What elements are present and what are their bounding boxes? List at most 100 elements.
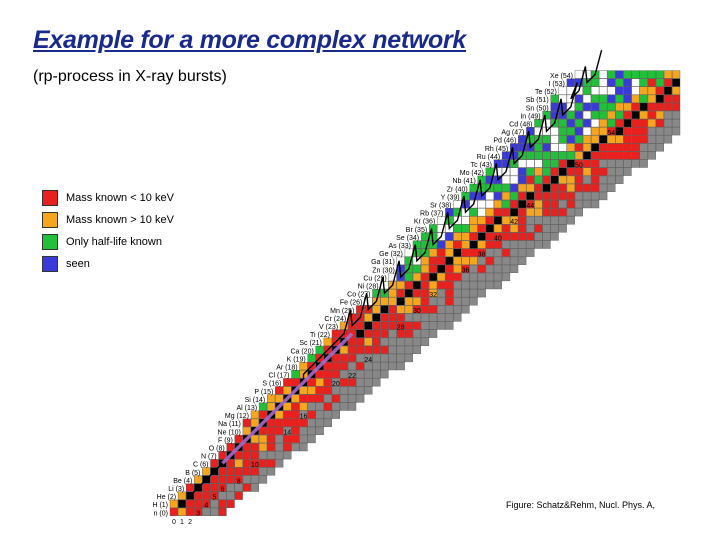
nuclide-cell xyxy=(388,362,397,371)
nuclide-cell xyxy=(258,426,268,436)
nuclide-cell xyxy=(388,321,397,330)
nuclide-cell xyxy=(485,224,494,233)
nuclide-cell xyxy=(582,191,592,201)
element-label: Sb (51) xyxy=(526,97,549,104)
nuclide-cell xyxy=(437,224,446,233)
nuclide-cell xyxy=(258,451,268,460)
nuclide-cell xyxy=(542,159,551,168)
nuclide-cell xyxy=(639,135,648,144)
nuclide-cell xyxy=(412,264,422,274)
nuclide-cell xyxy=(566,159,575,168)
nuclide-cell xyxy=(275,443,284,452)
nuclide-cell xyxy=(396,321,405,330)
nuclide-cell xyxy=(331,386,341,395)
nuclide-cell xyxy=(469,248,478,257)
nuclide-cell xyxy=(493,208,503,217)
nuclide-cell xyxy=(647,135,656,144)
nuclide-cell xyxy=(323,386,332,395)
nuclide-cell xyxy=(510,248,519,257)
nuclide-cell xyxy=(404,272,413,282)
element-label: Sr (38) xyxy=(430,203,451,210)
nuclide-cell xyxy=(356,329,365,338)
nuclide-cell xyxy=(599,78,608,87)
nuclide-cell xyxy=(582,151,592,160)
nuclide-cell xyxy=(493,264,503,274)
nuclide-cell xyxy=(372,378,381,387)
nuclide-cell xyxy=(477,199,486,209)
nuclide-cell xyxy=(542,135,551,144)
nuclide-cell xyxy=(582,127,592,136)
nuclide-cell xyxy=(315,410,324,419)
nuclide-cell xyxy=(542,143,551,152)
nuclide-cell xyxy=(655,143,665,152)
nuclide-cell xyxy=(647,127,656,136)
element-label: Fe (26) xyxy=(340,300,363,307)
nuclide-cell xyxy=(566,183,575,193)
nuclide-cell xyxy=(526,248,535,257)
nuclide-cell xyxy=(380,305,389,314)
nuclide-cell xyxy=(445,240,454,249)
nuclide-cell xyxy=(388,272,397,282)
neutron-number-label: 1 xyxy=(180,519,184,526)
nuclide-cell xyxy=(258,410,268,419)
nuclide-cell xyxy=(526,167,535,176)
nuclide-cell xyxy=(356,345,365,355)
nuclide-cell xyxy=(315,378,324,387)
nuclide-cell xyxy=(437,281,446,290)
neutron-number-label: 42 xyxy=(510,219,518,226)
nuclide-cell xyxy=(566,167,575,176)
nuclide-cell xyxy=(599,151,608,160)
nuclide-cell xyxy=(591,159,600,168)
element-label: Ru (44) xyxy=(477,154,500,161)
nuclide-cell xyxy=(323,337,332,346)
nuclide-cell xyxy=(356,321,365,330)
nuclide-cell xyxy=(663,127,673,136)
nuclide-cell xyxy=(396,256,405,265)
nuclide-cell xyxy=(518,256,527,265)
nuclide-cell xyxy=(420,281,430,290)
nuclide-cell xyxy=(348,386,357,395)
nuclide-cell xyxy=(591,86,600,95)
nuclide-cell xyxy=(348,394,357,403)
nuclide-cell xyxy=(283,378,292,387)
nuclide-cell xyxy=(461,191,470,201)
nuclide-cell xyxy=(323,378,332,387)
nuclide-cell xyxy=(566,175,575,184)
element-label: Zn (30) xyxy=(372,267,395,274)
nuclide-cell xyxy=(501,216,511,225)
nuclide-cell xyxy=(639,110,648,120)
nuclide-cell xyxy=(558,175,567,184)
nuclide-cell xyxy=(663,78,673,87)
nuclide-cell xyxy=(534,240,543,249)
nuclide-cell xyxy=(631,78,640,87)
nuclide-cell xyxy=(477,264,486,274)
nuclide-cell xyxy=(477,281,486,290)
nuclide-cell xyxy=(477,256,486,265)
neutron-number-label: 6 xyxy=(221,486,225,493)
nuclide-cell xyxy=(550,191,559,201)
nuclide-cell xyxy=(631,151,640,160)
nuclide-cell xyxy=(258,443,268,452)
nuclide-cell xyxy=(542,191,551,201)
nuclide-cell xyxy=(202,483,211,492)
nuclide-cell xyxy=(226,483,235,492)
nuclide-cell xyxy=(437,272,446,282)
element-label: Kr (36) xyxy=(414,219,435,226)
nuclide-cell xyxy=(437,297,446,306)
nuclide-cells xyxy=(169,70,681,517)
nuclide-cell xyxy=(356,353,365,363)
nuclide-cell xyxy=(510,240,519,249)
nuclide-cell xyxy=(550,216,559,225)
nuclide-cell xyxy=(404,256,413,265)
nuclide-cell xyxy=(380,345,389,355)
legend-item-half-life-known: Only half-life known xyxy=(42,231,174,253)
nuclide-cell xyxy=(518,167,527,176)
nuclide-cell xyxy=(672,70,681,79)
nuclide-cell xyxy=(267,443,276,452)
nuclide-cell xyxy=(461,216,470,225)
element-label: Br (35) xyxy=(406,227,427,234)
nuclide-cell xyxy=(388,313,397,322)
nuclide-cell xyxy=(210,499,219,508)
nuclide-cell xyxy=(364,313,373,322)
element-label: Cd (48) xyxy=(509,122,532,129)
